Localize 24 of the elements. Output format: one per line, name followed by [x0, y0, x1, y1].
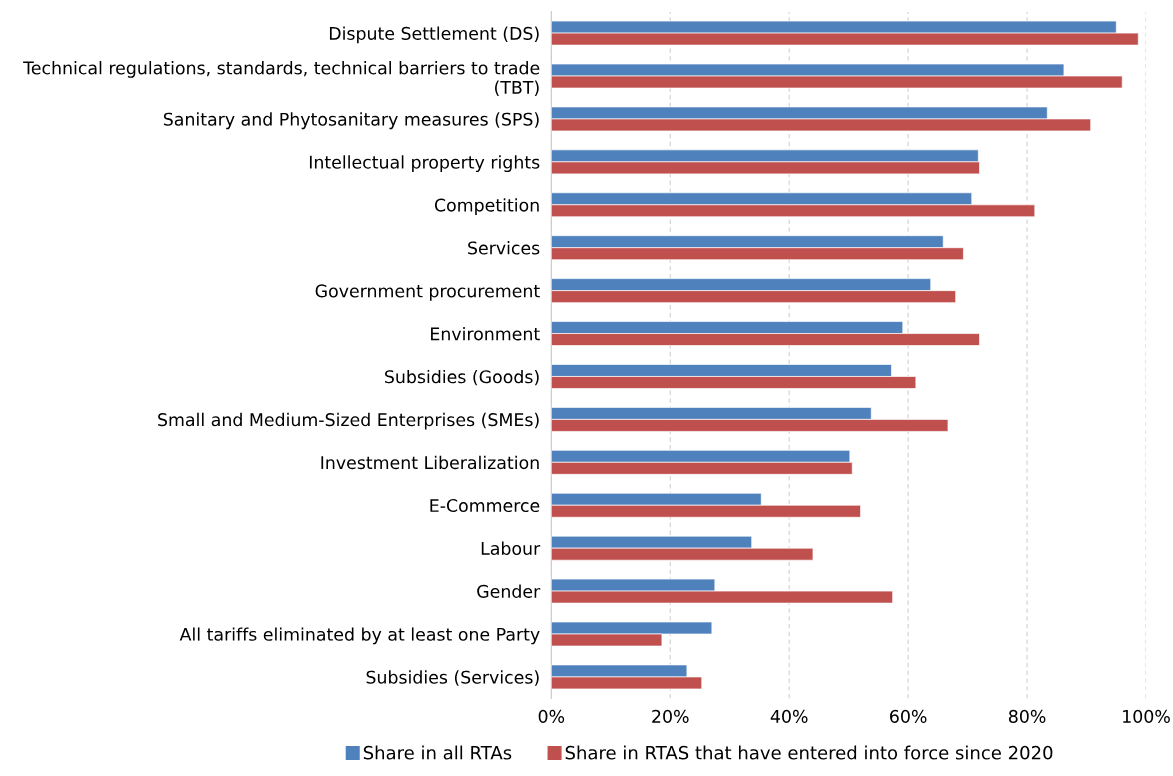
- y-tick-label: Intellectual property rights: [309, 155, 540, 173]
- y-tick-label: Small and Medium-Sized Enterprises (SMEs): [158, 412, 539, 430]
- y-tick-label: E-Commerce: [430, 498, 540, 513]
- x-tick-label: 100%: [1123, 709, 1170, 723]
- y-tick-label: Environment: [431, 326, 540, 341]
- y-tick-label: Sanitary and Phytosanitary measures (SPS): [163, 112, 539, 130]
- y-tick-label: Labour: [481, 541, 541, 556]
- x-tick-label: 60%: [890, 709, 927, 723]
- y-tick-label: Dispute Settlement (DS): [329, 26, 539, 44]
- x-tick-label: 0%: [538, 709, 565, 723]
- legend-label: Share in RTAS that have entered into force since 2020: [565, 745, 1053, 760]
- y-tick-label: Technical regulations, standards, technical barriers to trade (TBT): [23, 61, 540, 96]
- y-tick-label: All tariffs eliminated by at least one Party: [179, 627, 540, 645]
- y-tick-label: Investment Liberalization: [321, 455, 539, 470]
- legend-label: Share in all RTAs: [363, 745, 512, 760]
- x-tick-label: 40%: [770, 709, 808, 723]
- y-tick-label: Subsidies (Services): [366, 670, 539, 686]
- x-tick-label: 20%: [652, 709, 689, 723]
- y-tick-label: Services: [468, 241, 540, 255]
- x-tick-label: 80%: [1008, 709, 1046, 723]
- y-tick-label: Subsidies (Goods): [385, 369, 539, 386]
- y-tick-label: Gender: [477, 584, 541, 598]
- y-tick-label: Government procurement: [315, 284, 540, 301]
- y-tick-label: Competition: [434, 198, 539, 215]
